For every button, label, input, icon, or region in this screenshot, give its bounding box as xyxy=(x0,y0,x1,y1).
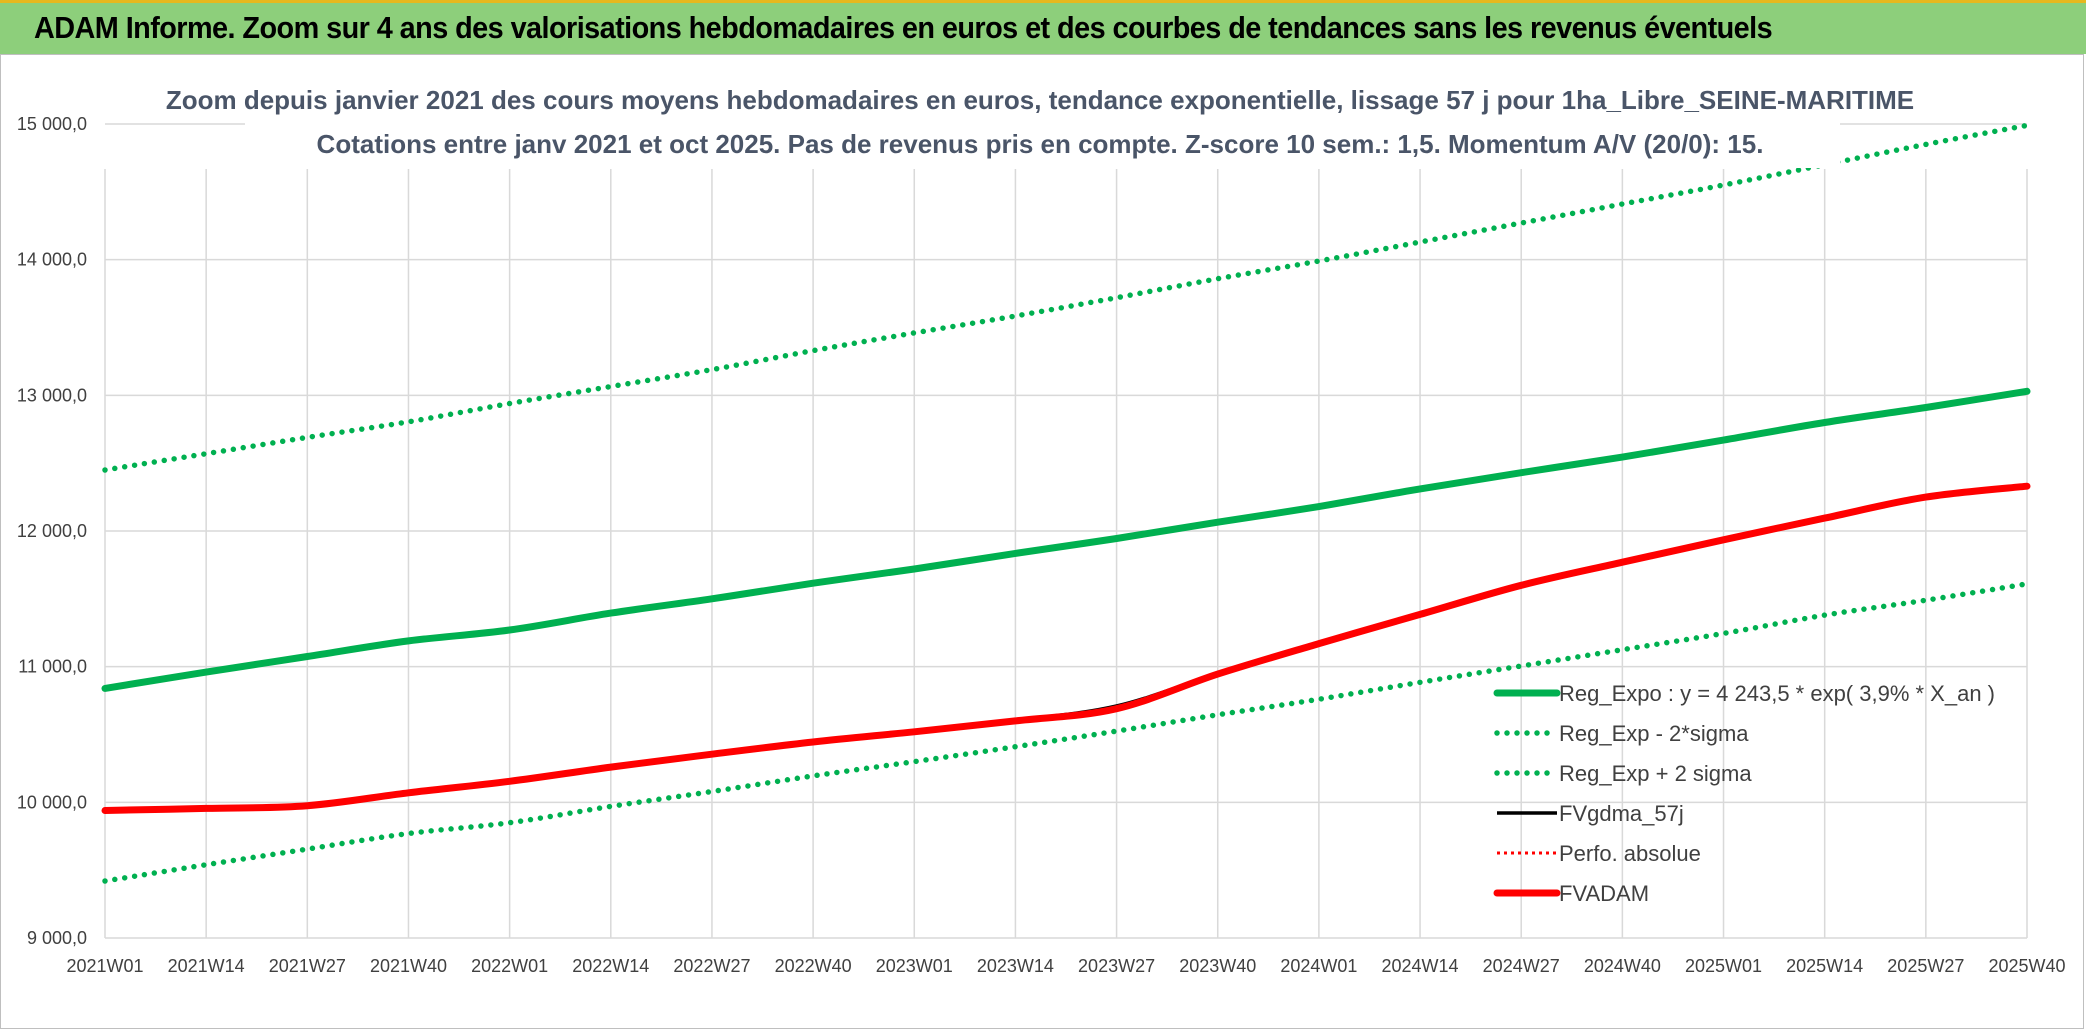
chart-titles: Zoom depuis janvier 2021 des cours moyen… xyxy=(166,80,1914,168)
y-tick-label: 12 000,0 xyxy=(17,521,87,541)
x-tick-label: 2023W27 xyxy=(1078,956,1155,976)
report-banner: ADAM Informe. Zoom sur 4 ans des valoris… xyxy=(0,0,2086,54)
chart-series xyxy=(101,122,2031,884)
x-tick-label: 2024W40 xyxy=(1584,956,1661,976)
chart-grid xyxy=(104,123,2028,939)
chart-subtitle: Cotations entre janv 2021 et oct 2025. P… xyxy=(317,129,1764,159)
chart-frame xyxy=(0,54,2084,1029)
legend-label-reg-exp-2-sigma: Reg_Exp + 2 sigma xyxy=(1559,761,1752,786)
x-tick-label: 2025W01 xyxy=(1685,956,1762,976)
x-tick-label: 2025W40 xyxy=(1988,956,2065,976)
y-tick-label: 10 000,0 xyxy=(17,792,87,812)
chart-title-background xyxy=(245,80,1840,168)
y-tick-label: 11 000,0 xyxy=(18,657,87,677)
x-tick-label: 2022W40 xyxy=(775,956,852,976)
x-axis: 2021W01 2021W14 2021W27 2021W40 2022W01 2022W… xyxy=(66,956,2065,976)
x-tick-label: 2023W01 xyxy=(876,956,953,976)
y-axis: 9 000,0 10 000,0 11 000,0 12 000,0 13 000,0 1… xyxy=(17,114,87,948)
report-banner-title: ADAM Informe. Zoom sur 4 ans des valoris… xyxy=(34,10,1773,45)
series-line-reg-expo-y-4-243-5-exp-3 xyxy=(101,387,2031,692)
x-tick-label: 2021W01 xyxy=(66,956,143,976)
x-tick-label: 2021W40 xyxy=(370,956,447,976)
legend-label-reg-expo-y-4-243-5-exp-3: Reg_Expo : y = 4 243,5 * exp( 3,9% * X_a… xyxy=(1559,681,1995,706)
legend-label-fvgdma-57j: FVgdma_57j xyxy=(1559,801,1684,826)
y-tick-label: 13 000,0 xyxy=(17,385,87,405)
x-tick-label: 2022W14 xyxy=(572,956,649,976)
x-tick-label: 2022W27 xyxy=(673,956,750,976)
chart-title: Zoom depuis janvier 2021 des cours moyen… xyxy=(166,85,1914,115)
x-tick-label: 2024W01 xyxy=(1280,956,1357,976)
series-line-reg-exp-2-sigma xyxy=(102,122,2030,473)
x-tick-label: 2022W01 xyxy=(471,956,548,976)
x-tick-label: 2023W14 xyxy=(977,956,1054,976)
legend-label-perfo-absolue: Perfo. absolue xyxy=(1559,841,1701,866)
legend-label-fvadam: FVADAM xyxy=(1559,881,1649,906)
x-tick-label: 2024W27 xyxy=(1483,956,1560,976)
chart-legend: Reg_Expo : y = 4 243,5 * exp( 3,9% * X_a… xyxy=(1493,681,1995,906)
series-line-perfo-absolue xyxy=(104,484,2028,812)
y-tick-label: 15 000,0 xyxy=(17,114,87,134)
series-line-reg-exp-2-sigma xyxy=(102,581,2030,884)
y-tick-label: 9 000,0 xyxy=(27,928,87,948)
legend-label-reg-exp-2-sigma: Reg_Exp - 2*sigma xyxy=(1559,721,1749,746)
x-tick-label: 2021W27 xyxy=(269,956,346,976)
x-tick-label: 2023W40 xyxy=(1179,956,1256,976)
x-tick-label: 2025W14 xyxy=(1786,956,1863,976)
x-tick-label: 2025W27 xyxy=(1887,956,1964,976)
x-tick-label: 2024W14 xyxy=(1382,956,1459,976)
x-tick-label: 2021W14 xyxy=(168,956,245,976)
y-tick-label: 14 000,0 xyxy=(17,250,87,270)
